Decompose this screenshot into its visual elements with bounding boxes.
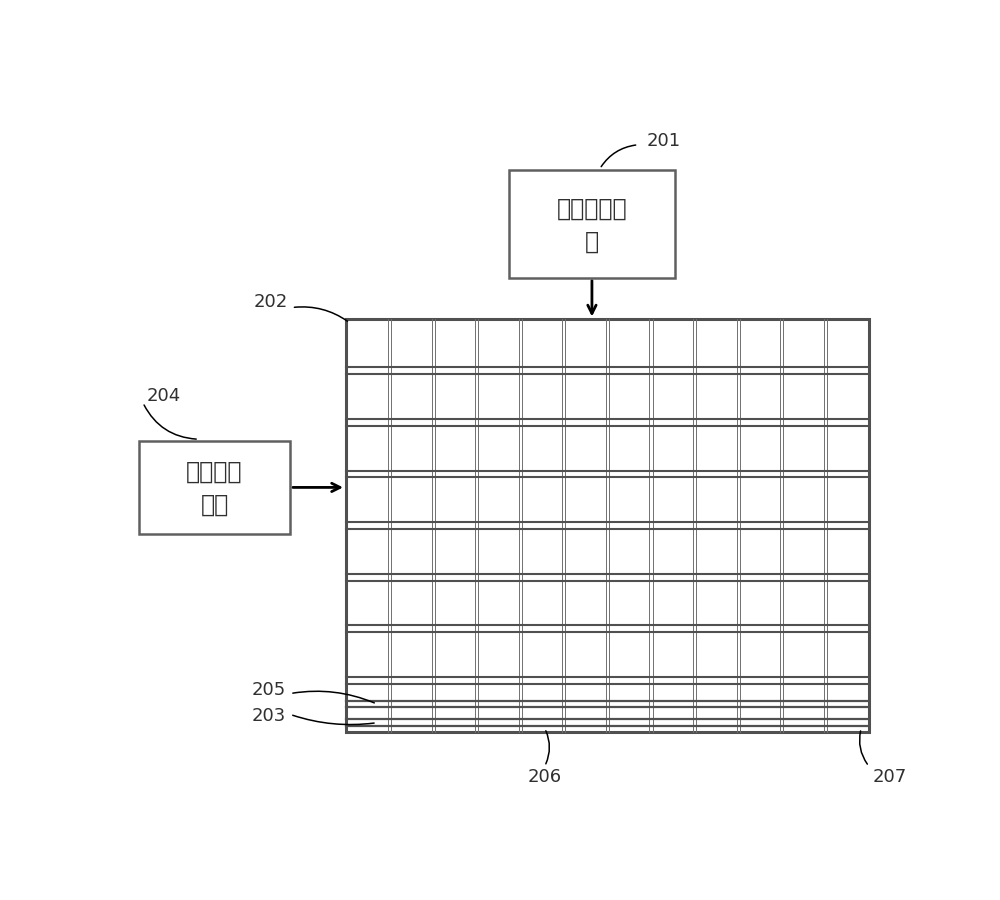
Text: 模块: 模块 [200,492,229,517]
Text: 203: 203 [252,707,286,725]
Bar [346,320,869,732]
Text: 数据驱动模: 数据驱动模 [557,197,627,220]
Text: 204: 204 [147,387,181,405]
Text: 块: 块 [585,230,599,254]
Bar [139,441,290,535]
Text: 扫描驱动: 扫描驱动 [186,460,243,484]
Bar [509,170,675,278]
Text: 202: 202 [254,293,288,311]
Text: 201: 201 [646,132,680,150]
Text: 205: 205 [252,681,286,699]
Text: 207: 207 [873,768,907,786]
Text: 206: 206 [528,768,562,786]
